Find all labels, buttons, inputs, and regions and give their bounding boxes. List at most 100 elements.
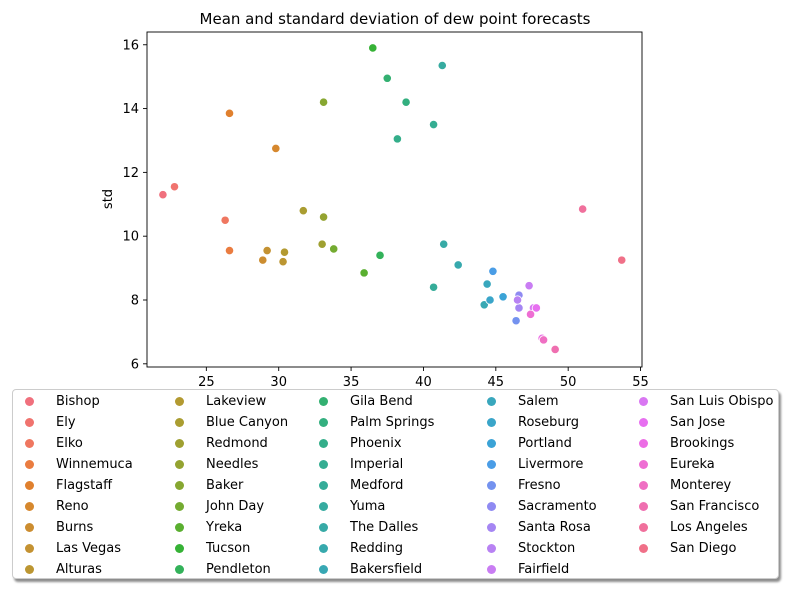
legend-marker xyxy=(639,523,648,532)
y-tick-label: 10 xyxy=(122,230,139,245)
legend-entry: The Dalles xyxy=(307,517,418,538)
legend-entry: Redding xyxy=(307,538,403,559)
legend-marker xyxy=(25,397,34,406)
legend-marker xyxy=(487,397,496,406)
legend-entry: Yreka xyxy=(163,517,242,538)
legend-marker xyxy=(319,397,328,406)
x-tick-label: 35 xyxy=(343,375,360,390)
x-tick-label: 30 xyxy=(270,375,287,390)
data-point xyxy=(439,239,449,249)
legend-marker xyxy=(319,439,328,448)
data-point xyxy=(169,182,180,192)
legend-marker xyxy=(639,418,648,427)
legend-label: Portland xyxy=(518,436,572,451)
legend-entry: Salem xyxy=(475,391,559,412)
data-point xyxy=(512,295,523,305)
legend-entry: Reno xyxy=(13,496,89,517)
data-point xyxy=(318,97,329,107)
data-point xyxy=(262,245,272,256)
data-point xyxy=(550,344,560,355)
data-point xyxy=(437,60,447,71)
legend-label: Fresno xyxy=(518,478,561,493)
legend-entry: Needles xyxy=(163,454,258,475)
legend-label: Burns xyxy=(56,520,94,535)
x-tick-label: 45 xyxy=(488,375,505,390)
legend-marker xyxy=(25,481,34,490)
legend-entry: Roseburg xyxy=(475,412,579,433)
legend-label: Bakersfield xyxy=(350,562,423,577)
legend-marker xyxy=(25,502,34,511)
legend-marker xyxy=(175,565,184,574)
legend-label: Baker xyxy=(206,478,244,493)
data-point xyxy=(224,108,235,118)
legend-marker xyxy=(25,418,34,427)
legend-entry: Phoenix xyxy=(307,433,402,454)
legend-entry: San Francisco xyxy=(627,496,759,517)
legend-label: San Luis Obispo xyxy=(670,394,774,409)
legend-marker xyxy=(175,418,184,427)
legend-marker xyxy=(175,397,184,406)
y-tick-label: 16 xyxy=(122,38,139,53)
legend-entry: Baker xyxy=(163,475,243,496)
x-tick-label: 40 xyxy=(415,375,432,390)
legend-marker xyxy=(175,460,184,469)
legend-entry: Lakeview xyxy=(163,391,266,412)
data-point xyxy=(525,309,536,319)
legend-entry: Bishop xyxy=(13,391,100,412)
data-point xyxy=(401,97,411,107)
legend-entry: Winnemuca xyxy=(13,454,133,475)
legend-marker xyxy=(25,544,34,553)
data-point xyxy=(392,134,402,144)
legend-marker xyxy=(175,544,184,553)
legend-entry: Monterey xyxy=(627,475,731,496)
legend-label: Eureka xyxy=(670,457,715,472)
legend-label: Redding xyxy=(350,541,404,556)
legend-marker xyxy=(487,481,496,490)
data-point xyxy=(271,143,281,154)
data-point xyxy=(531,303,541,313)
legend-label: Las Vegas xyxy=(56,541,121,556)
legend-entry: Tucson xyxy=(163,538,250,559)
legend-entry: Yuma xyxy=(307,496,385,517)
legend-marker xyxy=(487,544,496,553)
legend-label: Roseburg xyxy=(518,415,580,430)
legend-marker xyxy=(487,523,496,532)
legend-entry: San Jose xyxy=(627,412,725,433)
data-point xyxy=(428,282,439,292)
legend-entry: Medford xyxy=(307,475,403,496)
legend: Bishop Ely Elko Winnemuca Flagstaff Reno Burns… xyxy=(12,389,779,579)
y-axis: 6 8 10 12 14 16 xyxy=(122,38,147,372)
legend-label: Santa Rosa xyxy=(518,520,591,535)
legend-entry: San Luis Obispo xyxy=(627,391,773,412)
legend-label: Blue Canyon xyxy=(206,415,289,430)
legend-label: San Jose xyxy=(670,415,726,430)
legend-label: Monterey xyxy=(670,478,732,493)
y-tick-label: 6 xyxy=(131,357,139,372)
legend-marker xyxy=(639,502,648,511)
legend-label: Los Angeles xyxy=(670,520,748,535)
legend-marker xyxy=(319,460,328,469)
legend-label: Reno xyxy=(56,499,89,514)
legend-label: Medford xyxy=(350,478,404,493)
legend-label: Livermore xyxy=(518,457,584,472)
legend-marker xyxy=(175,481,184,490)
legend-entry: Brookings xyxy=(627,433,734,454)
data-point xyxy=(368,43,378,53)
legend-entry: Alturas xyxy=(13,559,102,580)
legend-label: Elko xyxy=(56,436,83,451)
data-point xyxy=(329,244,339,254)
data-point xyxy=(318,212,329,222)
legend-marker xyxy=(25,565,34,574)
data-point xyxy=(482,279,492,289)
legend-label: Alturas xyxy=(56,562,102,577)
legend-label: Fairfield xyxy=(518,562,570,577)
legend-entry: Eureka xyxy=(627,454,715,475)
legend-entry: Flagstaff xyxy=(13,475,112,496)
legend-entry: Bakersfield xyxy=(307,559,422,580)
plot-area xyxy=(146,31,643,368)
data-point xyxy=(428,119,439,130)
x-tick-label: 50 xyxy=(560,375,577,390)
scatter-points xyxy=(158,43,627,355)
legend-label: Sacramento xyxy=(518,499,597,514)
legend-label: Palm Springs xyxy=(350,415,435,430)
